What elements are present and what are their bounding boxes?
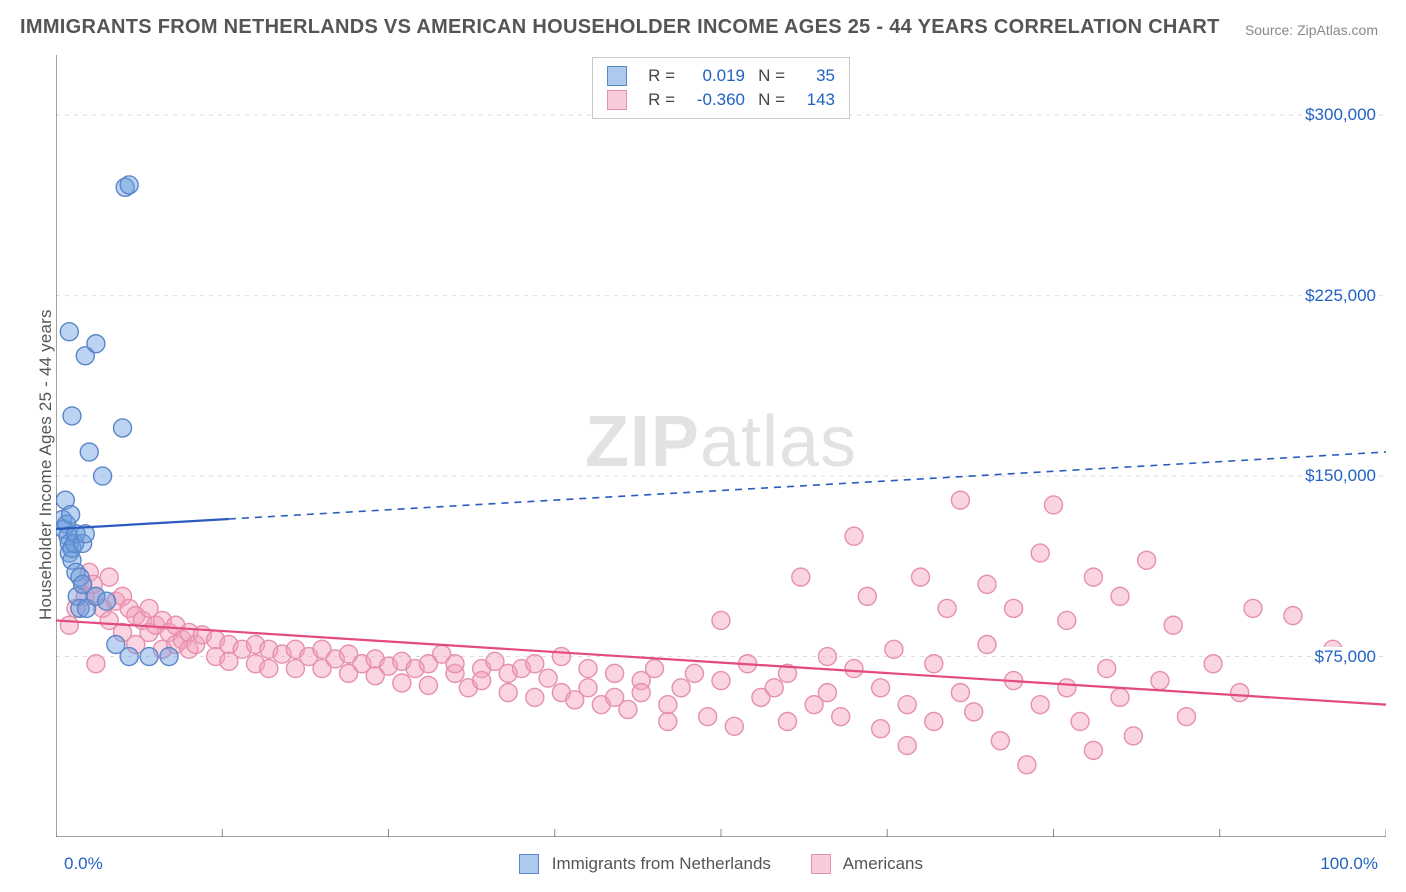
x-axis-area: 0.0% Immigrants from Netherlands America… <box>56 854 1386 874</box>
legend-item-1: Americans <box>811 854 923 875</box>
stats-row-1: R = -0.360 N = 143 <box>607 88 835 112</box>
chart-container: IMMIGRANTS FROM NETHERLANDS VS AMERICAN … <box>0 0 1406 892</box>
chart-title: IMMIGRANTS FROM NETHERLANDS VS AMERICAN … <box>20 16 1220 39</box>
legend-label-0: Immigrants from Netherlands <box>552 854 771 873</box>
y-axis-label: Householder Income Ages 25 - 44 years <box>36 309 56 620</box>
stat-r-value-0: 0.019 <box>685 64 745 88</box>
stat-n-label-0: N = <box>755 64 785 88</box>
swatch-pink-icon <box>607 90 627 110</box>
y-tick-label: $150,000 <box>1305 466 1376 486</box>
stat-r-value-1: -0.360 <box>685 88 745 112</box>
stat-r-label-1: R = <box>645 88 675 112</box>
legend-swatch-pink-icon <box>811 854 831 874</box>
legend-item-0: Immigrants from Netherlands <box>519 854 771 875</box>
scatter-svg <box>56 55 1386 837</box>
stat-n-value-0: 35 <box>795 64 835 88</box>
stat-r-label-0: R = <box>645 64 675 88</box>
stats-row-0: R = 0.019 N = 35 <box>607 64 835 88</box>
plot-area: ZIPatlas R = 0.019 N = 35 R = -0.360 N =… <box>56 55 1386 837</box>
y-tick-label: $300,000 <box>1305 105 1376 125</box>
y-tick-label: $225,000 <box>1305 286 1376 306</box>
swatch-blue-icon <box>607 66 627 86</box>
stat-n-value-1: 143 <box>795 88 835 112</box>
legend-label-1: Americans <box>843 854 923 873</box>
y-tick-label: $75,000 <box>1315 647 1376 667</box>
bottom-legend: Immigrants from Netherlands Americans <box>56 854 1386 875</box>
source-label: Source: ZipAtlas.com <box>1245 22 1378 38</box>
legend-swatch-blue-icon <box>519 854 539 874</box>
stats-legend-box: R = 0.019 N = 35 R = -0.360 N = 143 <box>592 57 850 119</box>
stat-n-label-1: N = <box>755 88 785 112</box>
